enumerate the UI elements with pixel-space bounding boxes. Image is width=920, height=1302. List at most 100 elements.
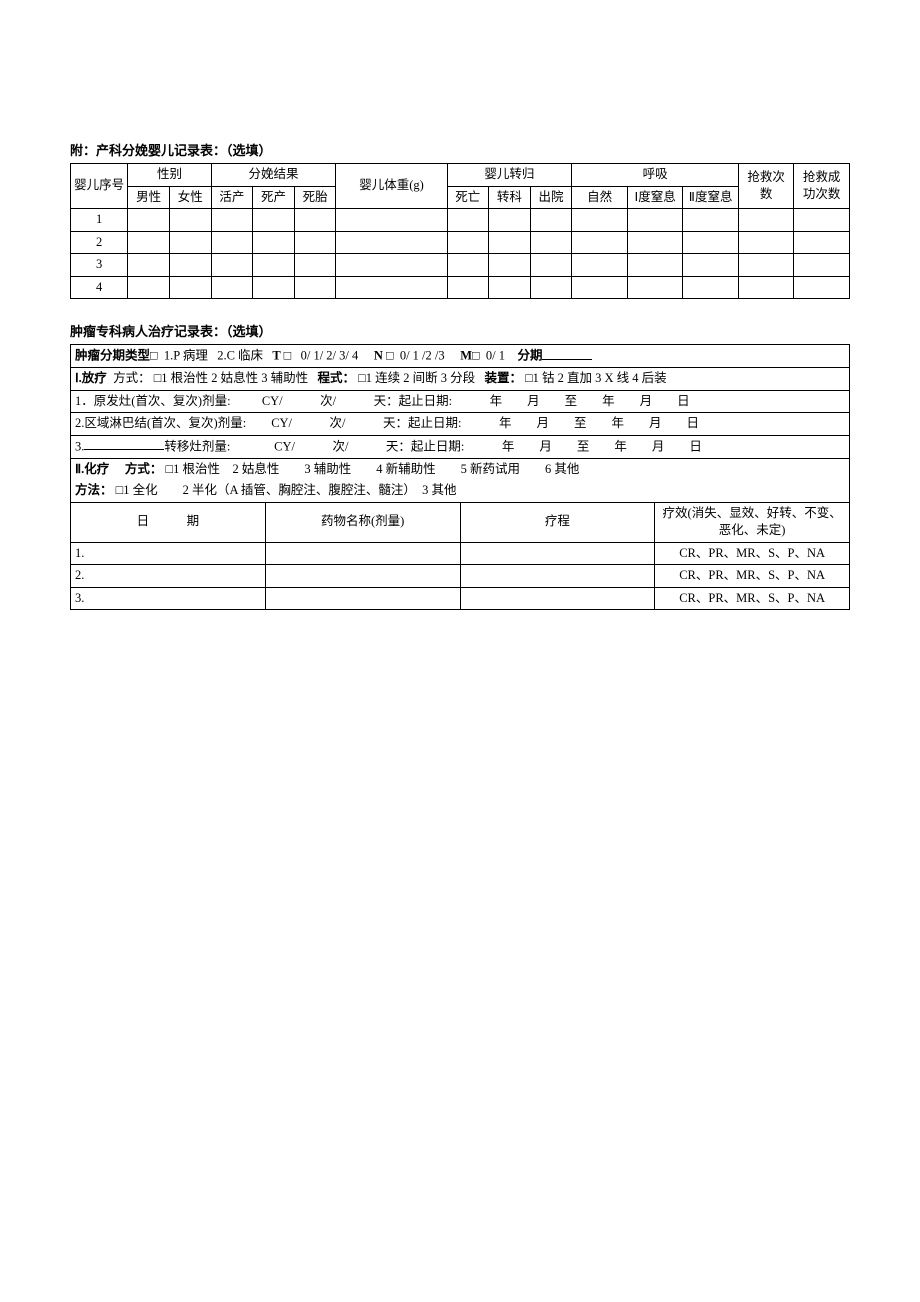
cell[interactable] <box>169 209 211 232</box>
cell[interactable] <box>530 231 572 254</box>
cell[interactable] <box>489 254 531 277</box>
cell[interactable] <box>128 231 170 254</box>
cell[interactable] <box>336 276 447 299</box>
cell[interactable] <box>336 254 447 277</box>
cell[interactable] <box>294 276 336 299</box>
cell[interactable] <box>294 209 336 232</box>
chemo-row: Ⅱ.化疗 方式： □1 根治性 2 姑息性 3 辅助性 4 新辅助性 5 新药试… <box>71 458 850 480</box>
sub-row-effect: CR、PR、MR、S、P、NA <box>655 542 850 565</box>
chemo-method-opts: □1 全化 2 半化（A 插管、胸腔注、腹腔注、髓注） 3 其他 <box>116 483 457 497</box>
cell[interactable] <box>794 254 850 277</box>
cell[interactable] <box>294 254 336 277</box>
sub-row-num: 2. <box>71 565 266 588</box>
stage-blank[interactable] <box>542 347 592 360</box>
chemo-mode-opts: □1 根治性 2 姑息性 3 辅助性 4 新辅助性 5 新药试用 6 其他 <box>166 462 580 476</box>
cell[interactable] <box>489 231 531 254</box>
cell[interactable] <box>169 254 211 277</box>
cell[interactable] <box>794 231 850 254</box>
header-female: 女性 <box>169 186 211 209</box>
cell[interactable] <box>738 276 794 299</box>
cell[interactable] <box>336 231 447 254</box>
cell[interactable] <box>627 209 683 232</box>
header-delivery-result: 分娩结果 <box>211 164 336 187</box>
sub-row: 2. CR、PR、MR、S、P、NA <box>71 565 850 588</box>
cell[interactable] <box>489 276 531 299</box>
cell[interactable] <box>460 542 655 565</box>
cell[interactable] <box>627 231 683 254</box>
cell[interactable] <box>128 209 170 232</box>
header-effect: 疗效(消失、显效、好转、不变、恶化、未定) <box>655 502 850 542</box>
dose2-text: CY/ 次/ 天：起止日期: 年 月 至 年 月 日 <box>271 416 699 430</box>
cell[interactable] <box>738 209 794 232</box>
header-male: 男性 <box>128 186 170 209</box>
cell[interactable] <box>460 587 655 610</box>
cell[interactable] <box>211 231 253 254</box>
dose-row-3: 3.转移灶剂量: CY/ 次/ 天：起止日期: 年 月 至 年 月 日 <box>71 435 850 458</box>
cell[interactable] <box>572 276 628 299</box>
cell[interactable] <box>128 254 170 277</box>
dose3-blank[interactable] <box>84 438 164 451</box>
cell[interactable] <box>794 209 850 232</box>
header-infant-no: 婴儿序号 <box>71 164 128 209</box>
cell[interactable] <box>683 276 739 299</box>
cell[interactable] <box>336 209 447 232</box>
cell[interactable] <box>683 209 739 232</box>
cell[interactable] <box>447 254 489 277</box>
cell[interactable] <box>169 231 211 254</box>
sub-row-num: 1. <box>71 542 266 565</box>
cell[interactable] <box>447 209 489 232</box>
cell[interactable] <box>738 231 794 254</box>
cell[interactable] <box>211 209 253 232</box>
cell[interactable] <box>211 276 253 299</box>
cell[interactable] <box>447 231 489 254</box>
cell[interactable] <box>683 254 739 277</box>
dose1-text: CY/ 次/ 天：起止日期: 年 月 至 年 月 日 <box>262 394 690 408</box>
cell[interactable] <box>530 254 572 277</box>
cell[interactable] <box>530 209 572 232</box>
header-rescue-success: 抢救成功次数 <box>794 164 850 209</box>
header-asphyxia1: Ⅰ度窒息 <box>627 186 683 209</box>
program-opts: □1 连续 2 间断 3 分段 <box>358 371 475 385</box>
cell[interactable] <box>128 276 170 299</box>
table-row: 3 <box>71 254 850 277</box>
cell[interactable] <box>460 565 655 588</box>
dose3-prefix: 3. <box>75 439 84 453</box>
cell-row-num: 1 <box>71 209 128 232</box>
sub-row-effect: CR、PR、MR、S、P、NA <box>655 587 850 610</box>
cell[interactable] <box>265 542 460 565</box>
cell[interactable] <box>572 231 628 254</box>
header-death: 死亡 <box>447 186 489 209</box>
header-date: 日 期 <box>71 502 266 542</box>
cell[interactable] <box>211 254 253 277</box>
cell[interactable] <box>794 276 850 299</box>
cell[interactable] <box>489 209 531 232</box>
cell[interactable] <box>530 276 572 299</box>
cell-row-num: 2 <box>71 231 128 254</box>
tumor-table: 肿瘤分期类型□ 1.P 病理 2.C 临床 T □ 0/ 1/ 2/ 3/ 4 … <box>70 344 850 610</box>
opt-c: 2.C 临床 <box>217 349 263 363</box>
cell[interactable] <box>169 276 211 299</box>
mode-opts: □1 根治性 2 姑息性 3 辅助性 <box>154 371 308 385</box>
cell[interactable] <box>447 276 489 299</box>
header-dead: 死产 <box>253 186 295 209</box>
cell[interactable] <box>738 254 794 277</box>
device-label: 装置： <box>484 371 522 385</box>
cell[interactable] <box>253 231 295 254</box>
dose3-text: CY/ 次/ 天：起止日期: 年 月 至 年 月 日 <box>274 439 702 453</box>
cell[interactable] <box>253 209 295 232</box>
cell[interactable] <box>253 276 295 299</box>
sub-row-effect: CR、PR、MR、S、P、NA <box>655 565 850 588</box>
header-drug: 药物名称(剂量) <box>265 502 460 542</box>
cell[interactable] <box>627 254 683 277</box>
cell[interactable] <box>572 254 628 277</box>
cell[interactable] <box>294 231 336 254</box>
table-row: 1 <box>71 209 850 232</box>
cell[interactable] <box>627 276 683 299</box>
section1-title: 附：产科分娩婴儿记录表：（选填） <box>70 140 850 159</box>
cell[interactable] <box>265 565 460 588</box>
sub-row-num: 3. <box>71 587 266 610</box>
cell[interactable] <box>253 254 295 277</box>
cell[interactable] <box>572 209 628 232</box>
cell[interactable] <box>265 587 460 610</box>
cell[interactable] <box>683 231 739 254</box>
